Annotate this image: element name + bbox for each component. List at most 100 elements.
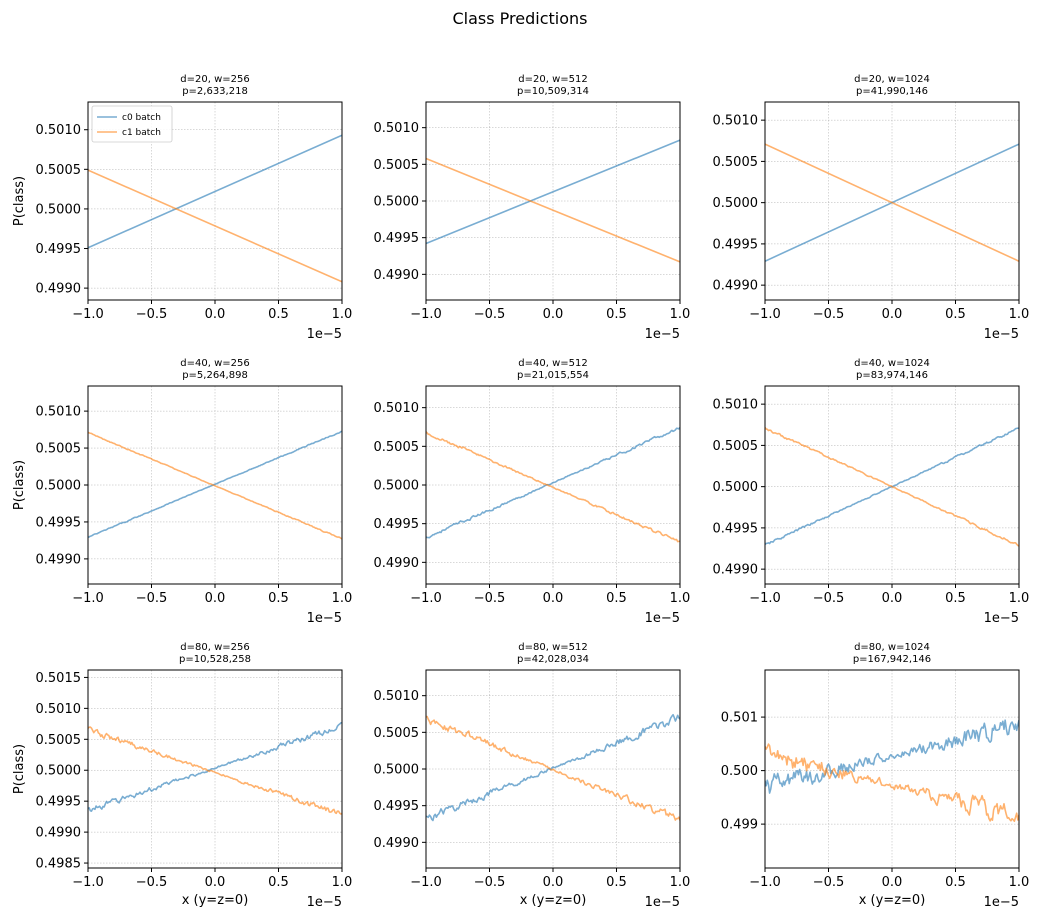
x-tick-label: −0.5 bbox=[136, 875, 168, 890]
x-tick-label: −0.5 bbox=[813, 307, 845, 322]
y-axis-label: P(class) bbox=[12, 176, 27, 226]
x-tick-label: 0.5 bbox=[945, 875, 966, 890]
x-offset-label: 1e−5 bbox=[645, 327, 680, 342]
x-tick-label: 0.5 bbox=[268, 307, 289, 322]
y-tick-label: 0.5010 bbox=[36, 702, 82, 717]
subplot-title-line-2: p=21,015,554 bbox=[517, 370, 589, 381]
x-tick-label: 1.0 bbox=[670, 307, 691, 322]
y-tick-label: 0.5005 bbox=[374, 726, 420, 741]
y-tick-label: 0.4995 bbox=[36, 242, 82, 257]
x-axis-label: x (y=z=0) bbox=[182, 893, 249, 908]
y-tick-label: 0.5000 bbox=[36, 479, 82, 494]
series-lines bbox=[88, 721, 342, 815]
x-tick-label: 0.5 bbox=[268, 875, 289, 890]
x-tick-label: −0.5 bbox=[136, 591, 168, 606]
y-tick-label: 0.4990 bbox=[36, 826, 82, 841]
x-offset-label: 1e−5 bbox=[984, 327, 1019, 342]
subplot-title-line-1: d=80, w=1024 bbox=[854, 642, 930, 653]
series-line-c1-batch bbox=[426, 157, 680, 263]
y-tick-label: 0.5005 bbox=[374, 158, 420, 173]
y-tick-label: 0.5000 bbox=[374, 479, 420, 494]
series-lines bbox=[765, 719, 1019, 823]
y-tick-label: 0.4995 bbox=[374, 231, 420, 246]
y-tick-label: 0.4985 bbox=[36, 857, 82, 872]
subplot-title-line-2: p=5,264,898 bbox=[182, 370, 248, 381]
x-offset-label: 1e−5 bbox=[645, 611, 680, 626]
grid bbox=[87, 670, 343, 868]
subplot-title-line-2: p=10,509,314 bbox=[517, 86, 589, 97]
subplot-title-line-1: d=40, w=1024 bbox=[854, 358, 930, 369]
y-tick-label: 0.5010 bbox=[713, 398, 759, 413]
x-tick-label: −1.0 bbox=[72, 307, 104, 322]
legend-box bbox=[91, 105, 173, 143]
x-offset-label: 1e−5 bbox=[307, 611, 342, 626]
series-line-c0-batch bbox=[88, 721, 342, 812]
y-tick-label: 0.5010 bbox=[374, 121, 420, 136]
subplot-title-line-1: d=40, w=256 bbox=[180, 358, 249, 369]
x-tick-label: 1.0 bbox=[1009, 875, 1030, 890]
y-tick-label: 0.499 bbox=[721, 818, 758, 833]
x-tick-label: −0.5 bbox=[813, 591, 845, 606]
subplot-title-line-2: p=42,028,034 bbox=[517, 654, 589, 665]
y-tick-label: 0.5010 bbox=[36, 123, 82, 138]
x-tick-label: −0.5 bbox=[813, 875, 845, 890]
y-tick-label: 0.4990 bbox=[36, 552, 82, 567]
x-tick-label: −1.0 bbox=[72, 591, 104, 606]
y-tick-label: 0.5000 bbox=[713, 480, 759, 495]
x-tick-label: 0.0 bbox=[882, 591, 903, 606]
series-line-c1-batch bbox=[765, 426, 1019, 547]
series-lines bbox=[426, 426, 680, 543]
y-tick-label: 0.5010 bbox=[713, 114, 759, 129]
series-lines bbox=[426, 713, 680, 822]
x-axis-label: x (y=z=0) bbox=[520, 893, 587, 908]
y-tick-label: 0.4995 bbox=[36, 515, 82, 530]
x-tick-label: 0.5 bbox=[606, 307, 627, 322]
y-tick-label: 0.5005 bbox=[36, 163, 82, 178]
x-tick-label: −1.0 bbox=[749, 875, 781, 890]
y-tick-label: 0.5005 bbox=[374, 440, 420, 455]
x-tick-label: 0.0 bbox=[882, 307, 903, 322]
x-tick-label: 1.0 bbox=[332, 591, 353, 606]
x-tick-label: −1.0 bbox=[410, 307, 442, 322]
series-lines bbox=[765, 426, 1019, 547]
series-lines bbox=[88, 430, 342, 540]
y-tick-label: 0.5005 bbox=[713, 155, 759, 170]
x-tick-label: 1.0 bbox=[1009, 307, 1030, 322]
y-tick-label: 0.4995 bbox=[374, 799, 420, 814]
y-tick-label: 0.5015 bbox=[36, 671, 82, 686]
x-offset-label: 1e−5 bbox=[645, 895, 680, 910]
series-line-c1-batch bbox=[426, 431, 680, 543]
series-line-c1-batch bbox=[88, 431, 342, 540]
y-tick-label: 0.5000 bbox=[374, 763, 420, 778]
legend: c0 batch c1 batch bbox=[91, 105, 173, 143]
subplot-title-line-2: p=2,633,218 bbox=[182, 86, 248, 97]
subplot-title-line-2: p=167,942,146 bbox=[853, 654, 931, 665]
x-tick-label: 0.5 bbox=[945, 307, 966, 322]
y-tick-label: 0.4995 bbox=[713, 237, 759, 252]
y-tick-label: 0.5000 bbox=[374, 195, 420, 210]
series-line-c1-batch bbox=[426, 715, 680, 821]
series-line-c0-batch bbox=[426, 139, 680, 245]
y-tick-label: 0.5005 bbox=[713, 439, 759, 454]
x-tick-label: −0.5 bbox=[474, 307, 506, 322]
series-line-c0-batch bbox=[426, 426, 680, 539]
series-lines bbox=[426, 139, 680, 263]
x-tick-label: 0.0 bbox=[205, 591, 226, 606]
subplot-title-line-2: p=10,528,258 bbox=[179, 654, 251, 665]
y-tick-label: 0.4990 bbox=[374, 836, 420, 851]
x-tick-label: 0.0 bbox=[882, 875, 903, 890]
x-tick-label: 0.0 bbox=[543, 875, 564, 890]
grid bbox=[425, 386, 681, 584]
legend-label: c0 batch bbox=[122, 113, 161, 123]
x-tick-label: 0.5 bbox=[268, 591, 289, 606]
y-tick-label: 0.4990 bbox=[713, 563, 759, 578]
series-line-c0-batch bbox=[88, 134, 342, 249]
series-lines bbox=[88, 134, 342, 283]
x-tick-label: −1.0 bbox=[410, 591, 442, 606]
